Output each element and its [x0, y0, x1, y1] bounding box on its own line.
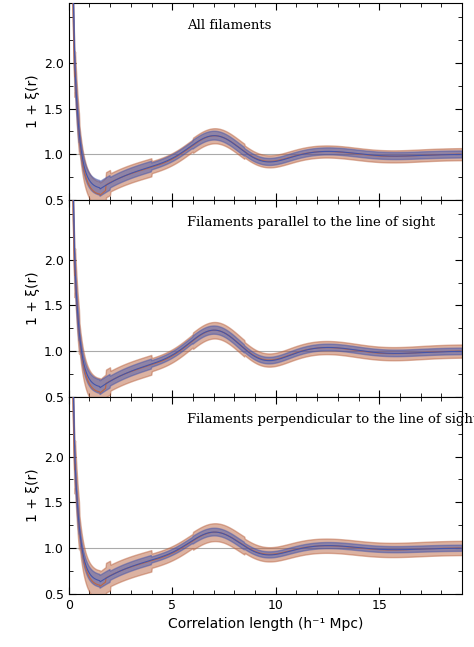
Y-axis label: 1 + ξ(r): 1 + ξ(r) [26, 468, 40, 522]
Y-axis label: 1 + ξ(r): 1 + ξ(r) [26, 272, 40, 325]
Text: All filaments: All filaments [187, 19, 271, 32]
Text: Filaments perpendicular to the line of sight: Filaments perpendicular to the line of s… [187, 413, 474, 426]
X-axis label: Correlation length (h⁻¹ Mpc): Correlation length (h⁻¹ Mpc) [168, 617, 363, 631]
Text: Filaments parallel to the line of sight: Filaments parallel to the line of sight [187, 216, 435, 229]
Y-axis label: 1 + ξ(r): 1 + ξ(r) [26, 75, 40, 129]
